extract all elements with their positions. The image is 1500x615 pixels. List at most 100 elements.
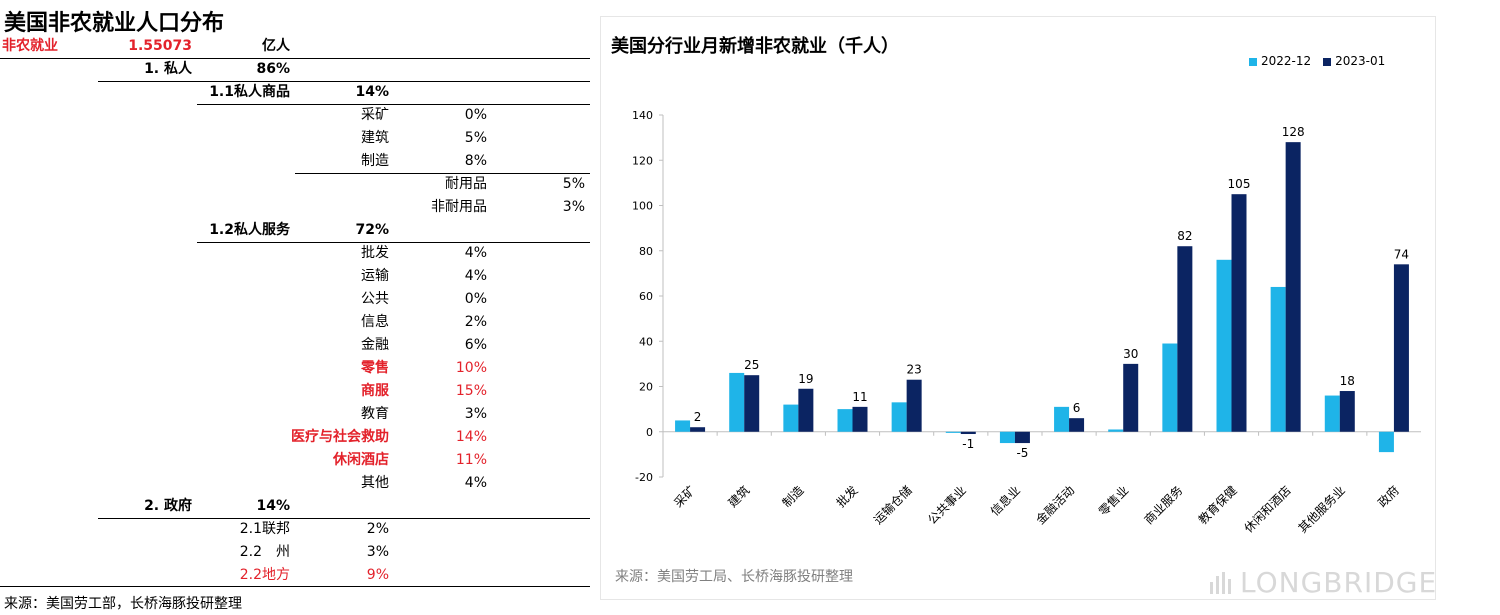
- table-row-label: 建筑: [361, 130, 389, 146]
- table-row-value: 8%: [464, 153, 487, 169]
- table-row-label: 医疗与社会救助: [291, 429, 389, 445]
- bar-2022-12: [1378, 431, 1394, 453]
- data-label: 23: [907, 363, 922, 377]
- x-tick-label: 政府: [1374, 483, 1402, 511]
- chart-title: 美国分行业月新增非农就业（千人）: [611, 36, 899, 57]
- chart-legend: 2022-12 2023-01: [1249, 54, 1397, 68]
- x-tick-label: 信息业: [987, 483, 1023, 519]
- data-label: 30: [1123, 347, 1138, 361]
- bar-chart: -20 0 20 40 60 80 100 120 140 2 采矿 25 建筑 19 制造 11 批发 23 运输…: [632, 109, 1421, 536]
- data-label: -1: [962, 437, 974, 451]
- table-row-value: 14%: [256, 498, 290, 514]
- table-row-value: 5%: [562, 176, 585, 192]
- bar-2022-12: [1108, 429, 1124, 432]
- table-row: 采矿 0%: [0, 104, 600, 127]
- legend-label: 2023-01: [1335, 54, 1386, 68]
- table-row-value: 0%: [464, 291, 487, 307]
- y-tick-label: 20: [639, 381, 653, 394]
- data-label: 18: [1340, 374, 1355, 388]
- x-tick-label: 教育保健: [1195, 483, 1240, 528]
- chart-source-note: 来源：美国劳工局、长桥海豚投研整理: [615, 569, 853, 585]
- x-tick-label: 批发: [833, 483, 861, 511]
- bar-2023-01: [1123, 363, 1139, 432]
- bar-2022-12: [945, 431, 961, 433]
- y-tick-label: 0: [646, 426, 653, 439]
- table-row-value: 4%: [464, 475, 487, 491]
- bar-2023-01: [744, 375, 760, 432]
- x-tick-label: 金融活动: [1033, 483, 1078, 528]
- x-tick-label: 其他服务业: [1295, 483, 1348, 536]
- table-row: 非耐用品 3%: [0, 196, 600, 219]
- table-row-value: 3%: [562, 199, 585, 215]
- table-row-label: 1.2私人服务: [209, 222, 290, 238]
- data-label: 2: [694, 410, 702, 424]
- bar-2022-12: [837, 409, 853, 432]
- table-row-value: 9%: [366, 567, 389, 583]
- x-tick-label: 采矿: [671, 483, 698, 510]
- y-tick-label: 120: [632, 154, 653, 167]
- x-tick-label: 公共事业: [925, 483, 969, 527]
- brand-watermark: LONGBRIDGE: [1240, 566, 1438, 599]
- bar-2022-12: [675, 420, 691, 432]
- bar-2022-12: [1162, 343, 1178, 432]
- table-row: 休闲酒店 11%: [0, 449, 600, 472]
- data-label: 25: [744, 358, 759, 372]
- table-row: 2.2 州 3%: [0, 541, 600, 564]
- table-row: 教育 3%: [0, 403, 600, 426]
- table-row-value: 3%: [464, 406, 487, 422]
- bar-2022-12: [999, 431, 1015, 444]
- bar-2023-01: [690, 427, 706, 432]
- table-row-value: 86%: [256, 61, 290, 77]
- bar-2023-01: [1177, 246, 1193, 432]
- table-row-label: 运输: [361, 268, 389, 284]
- data-label: 19: [798, 372, 813, 386]
- y-tick-label: 100: [632, 200, 653, 213]
- table-rule: [197, 242, 590, 243]
- table-row-label: 制造: [361, 153, 389, 169]
- chart-panel: 美国分行业月新增非农就业（千人） 2022-12 2023-01 -20 0 20 40…: [600, 16, 1436, 600]
- y-tick-label: 40: [639, 335, 653, 348]
- y-tick-label: 80: [639, 245, 653, 258]
- bar-2023-01: [798, 388, 814, 432]
- table-row: 医疗与社会救助 14%: [0, 426, 600, 449]
- table-row-value: 2%: [366, 521, 389, 537]
- bar-2022-12: [891, 402, 907, 432]
- table-row: 耐用品 5%: [0, 173, 600, 196]
- table-rule: [197, 104, 590, 105]
- bar-2022-12: [1270, 286, 1286, 432]
- table-row-value: 14%: [455, 429, 487, 445]
- table-row-label: 休闲酒店: [333, 452, 389, 468]
- x-tick-label: 零售业: [1095, 483, 1131, 519]
- table-row-label: 零售: [361, 360, 389, 376]
- table-row-label: 2.2 州: [239, 544, 290, 560]
- table-row-value: 5%: [464, 130, 487, 146]
- table-row-label: 其他: [361, 475, 389, 491]
- table-rule: [98, 518, 590, 519]
- bar-2023-01: [852, 406, 868, 432]
- table-row: 1.2私人服务 72%: [0, 219, 600, 242]
- table-row-value: 4%: [464, 268, 487, 284]
- table-source-note: 来源：美国劳工部，长桥海豚投研整理: [4, 596, 242, 612]
- table-row-value: 72%: [355, 222, 389, 238]
- bar-2023-01: [1285, 142, 1301, 432]
- table-row: 信息 2%: [0, 311, 600, 334]
- bar-2023-01: [1014, 431, 1030, 444]
- table-row-label: 非耐用品: [431, 199, 487, 215]
- data-label: 128: [1282, 125, 1305, 139]
- bar-2022-12: [783, 404, 799, 432]
- distribution-table-panel: 美国非农就业人口分布 非农就业 1.55073 亿人 1. 私人 86% 1.1私人商品 1…: [0, 0, 600, 615]
- table-row: 1.1私人商品 14%: [0, 81, 600, 104]
- bar-2022-12: [1216, 259, 1232, 432]
- table-row-value: 0%: [464, 107, 487, 123]
- table-row-label: 2. 政府: [144, 498, 192, 514]
- y-tick-label: 140: [632, 109, 653, 122]
- table-row-label: 耐用品: [445, 176, 487, 192]
- legend-item: 2023-01: [1323, 54, 1385, 68]
- table-row: 金融 6%: [0, 334, 600, 357]
- table-row: 公共 0%: [0, 288, 600, 311]
- bar-2023-01: [1069, 418, 1085, 432]
- table-row-label: 非农就业: [2, 38, 58, 54]
- table-row-label: 2.2地方: [239, 567, 290, 583]
- legend-swatch: [1323, 57, 1332, 66]
- table-row: 2.2地方 9%: [0, 564, 600, 587]
